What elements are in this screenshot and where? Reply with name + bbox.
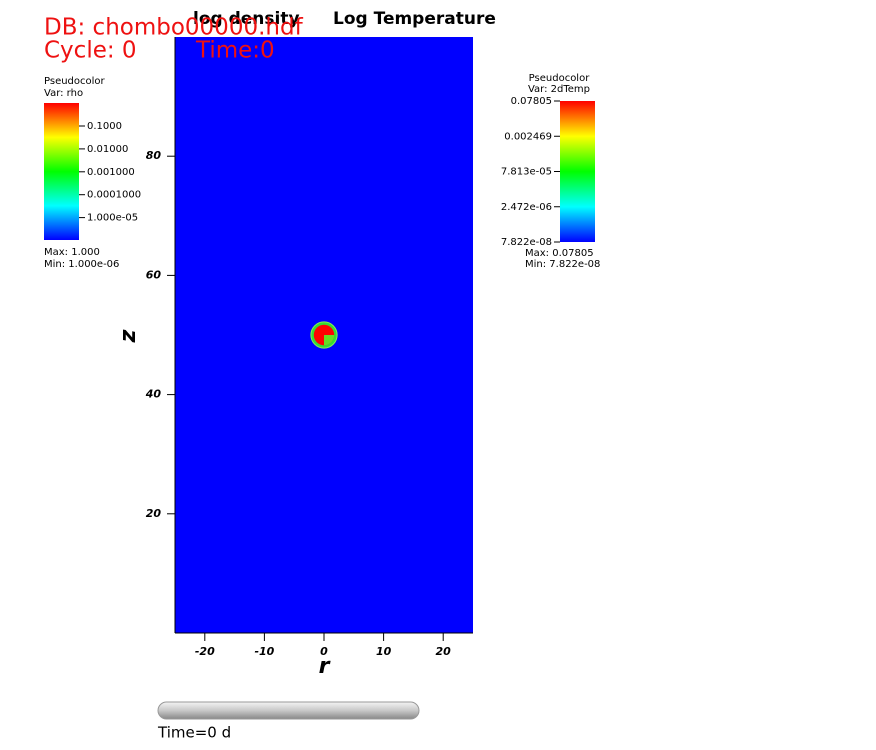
colorbar-label: 0.002469 <box>504 131 552 142</box>
colorbar-label: 0.0001000 <box>87 190 141 201</box>
legend-var: Var: rho <box>44 88 83 99</box>
colorbar <box>44 103 79 240</box>
x-tick-label: -10 <box>254 645 274 658</box>
y-tick-label: 60 <box>146 268 162 281</box>
legend-min: Min: 1.000e-06 <box>44 259 119 270</box>
colorbar-label: 2.472e-06 <box>501 202 552 213</box>
x-tick-label: 10 <box>376 645 392 658</box>
colorbar-label: 1.000e-05 <box>87 213 138 224</box>
legend-max: Max: 1.000 <box>44 247 100 258</box>
legend-min: Min: 7.822e-08 <box>525 259 600 270</box>
x-tick-label: 20 <box>436 645 452 658</box>
legend-title: Pseudocolor <box>44 76 106 87</box>
legend-title: Pseudocolor <box>529 73 591 84</box>
colorbar-label: 0.07805 <box>511 96 552 107</box>
time-label: Time:0 <box>195 38 275 64</box>
y-axis-label: z <box>116 329 141 343</box>
colorbar-label: 0.001000 <box>87 167 135 178</box>
plot-title: Log Temperature <box>333 9 496 29</box>
x-axis-label: r <box>319 654 331 679</box>
cycle-label: Cycle: 0 <box>44 38 137 64</box>
y-tick-label: 80 <box>146 149 162 162</box>
plot-title: log density <box>193 9 300 29</box>
time-slider[interactable] <box>157 701 420 720</box>
slider-label: Time=0 d <box>157 724 231 742</box>
colorbar-label: 7.822e-08 <box>501 237 552 248</box>
legend-var: Var: 2dTemp <box>528 84 590 95</box>
source-wedge <box>324 335 335 346</box>
colorbar-label: 0.1000 <box>87 121 122 132</box>
colorbar-label: 7.813e-05 <box>501 167 552 178</box>
colorbar <box>560 101 595 242</box>
db-label: DB: chombo00000.hdf <box>44 15 304 41</box>
colorbar-label: 0.01000 <box>87 144 128 155</box>
legend-max: Max: 0.07805 <box>525 248 594 259</box>
x-tick-label: 0 <box>320 645 328 658</box>
x-tick-label: -20 <box>195 645 215 658</box>
y-tick-label: 20 <box>146 507 162 520</box>
y-tick-label: 40 <box>145 388 162 401</box>
